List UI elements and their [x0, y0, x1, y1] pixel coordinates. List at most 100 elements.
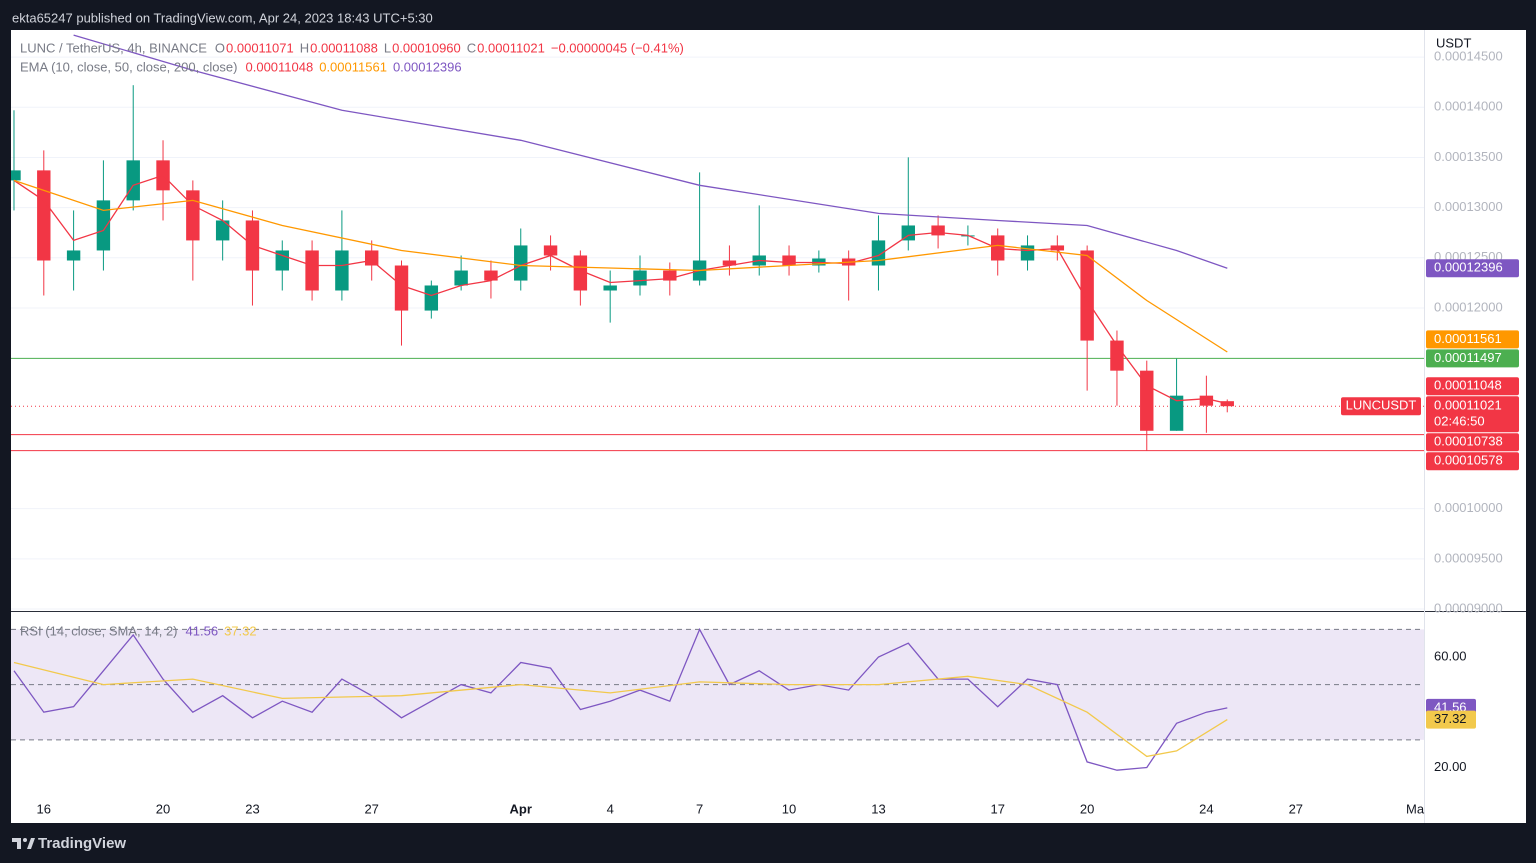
rsi-tick-label: 60.00: [1434, 648, 1467, 663]
x-tick-label: 27: [1289, 801, 1303, 816]
footer-logo: [12, 838, 35, 849]
candle-body: [215, 220, 230, 241]
x-tick-label: 20: [1080, 801, 1094, 816]
candle-body: [603, 285, 617, 291]
change: −0.00000045 (−0.41%): [551, 40, 684, 55]
rsi-label-box: [1426, 710, 1476, 729]
symbol-tag-box: [1341, 397, 1421, 416]
ema-value: 0.00011561: [319, 59, 387, 74]
price-label-box: [1426, 396, 1519, 433]
price-label: 0.00011048: [1434, 378, 1502, 393]
y-tick-label: 0.00009500: [1434, 550, 1503, 565]
x-tick-label: Ma: [1406, 801, 1425, 816]
price-label: 0.00010738: [1434, 434, 1503, 449]
x-tick-label: 20: [156, 801, 170, 816]
x-tick-label: 23: [245, 801, 259, 816]
price-label-box: [1426, 259, 1519, 278]
candle-body: [484, 270, 498, 281]
candle-body: [186, 190, 200, 241]
candle-body: [931, 225, 945, 236]
ohlc-key: C: [467, 40, 476, 55]
ema-line: [13, 179, 1228, 353]
price-label: 0.00010578: [1434, 453, 1503, 468]
candle-body: [126, 160, 140, 201]
y-tick-label: 0.00014500: [1434, 49, 1503, 64]
ohlc-key: H: [300, 40, 309, 55]
price-label-box: [1426, 452, 1519, 471]
rsi-line: [13, 627, 1228, 771]
candle-body: [543, 245, 558, 256]
candle-body: [37, 170, 51, 261]
ohlc-value: 0.00011021: [477, 40, 545, 55]
x-tick-label: 17: [990, 801, 1004, 816]
x-tick-label: 10: [782, 801, 796, 816]
candle-body: [66, 250, 81, 261]
rsi-line: [13, 661, 1228, 758]
candle-body: [1169, 395, 1184, 431]
footer-brand: TradingView: [38, 835, 126, 852]
price-pane: [11, 34, 1424, 610]
y-tick-label: 0.00009000: [1434, 600, 1503, 615]
candle-body: [782, 255, 796, 266]
axis-unit: USDT: [1436, 35, 1471, 50]
ohlc-key: L: [384, 40, 391, 55]
ohlc-value: 0.00010960: [392, 40, 461, 55]
candle-body: [275, 250, 289, 271]
rsi-pane: [11, 627, 1424, 771]
price-label-box: [1426, 433, 1519, 452]
countdown: 02:46:50: [1434, 414, 1485, 429]
candle-body: [663, 270, 677, 281]
y-tick-label: 0.00010000: [1434, 500, 1503, 515]
candle-body: [1199, 395, 1214, 406]
candle-body: [364, 250, 379, 266]
ema-legend: EMA (10, close, 50, close, 200, close): [20, 59, 238, 74]
x-tick-label: 27: [364, 801, 378, 816]
candle-body: [722, 260, 737, 266]
x-tick-label: 16: [37, 801, 51, 816]
x-tick-label: 24: [1199, 801, 1213, 816]
candle-body: [424, 285, 439, 311]
candle-body: [1140, 370, 1154, 431]
ohlc-key: O: [215, 40, 225, 55]
rsi-label: 41.56: [1434, 699, 1467, 714]
ohlc-value: 0.00011071: [226, 40, 294, 55]
publisher-line: ekta65247 published on TradingView.com, …: [12, 10, 433, 25]
candle-body: [1110, 340, 1124, 371]
x-tick-label: 4: [607, 801, 614, 816]
ema-value: 0.00012396: [393, 59, 462, 74]
x-tick-label: Apr: [510, 801, 532, 816]
ema-value: 0.00011048: [246, 59, 314, 74]
rsi-label: 37.32: [1434, 711, 1467, 726]
candle-body: [96, 200, 111, 251]
symbol-title: LUNC / TetherUS, 4h, BINANCE: [20, 40, 207, 55]
price-label-box: [1426, 330, 1519, 349]
price-label-box: [1426, 349, 1519, 368]
candle-body: [394, 265, 409, 311]
candle-body: [335, 250, 349, 291]
candle-body: [305, 250, 319, 291]
candle-body: [1080, 250, 1094, 341]
candle-body: [871, 240, 886, 266]
y-tick-label: 0.00012000: [1434, 299, 1503, 314]
candle-body: [573, 255, 588, 291]
price-label: 0.00011497: [1434, 350, 1502, 365]
x-tick-label: 13: [871, 801, 885, 816]
ema-line: [13, 174, 1228, 405]
rsi-value: 41.56: [186, 623, 219, 638]
rsi-legend: RSI (14, close, SMA, 14, 2): [20, 623, 178, 638]
candle-body: [901, 225, 915, 241]
candle-body: [11, 170, 21, 181]
x-tick-label: 7: [696, 801, 703, 816]
candle-body: [514, 245, 528, 281]
ohlc-value: 0.00011088: [310, 40, 378, 55]
price-label-box: [1426, 377, 1519, 396]
price-label: 0.00012396: [1434, 260, 1503, 275]
y-tick-label: 0.00013500: [1434, 149, 1503, 164]
symbol-tag: LUNCUSDT: [1346, 398, 1417, 413]
candle-body: [633, 270, 647, 286]
rsi-value: 37.32: [224, 623, 257, 638]
y-tick-label: 0.00013000: [1434, 199, 1503, 214]
price-label: 0.00011561: [1434, 331, 1502, 346]
last-price-label: 0.00011021: [1434, 398, 1502, 413]
